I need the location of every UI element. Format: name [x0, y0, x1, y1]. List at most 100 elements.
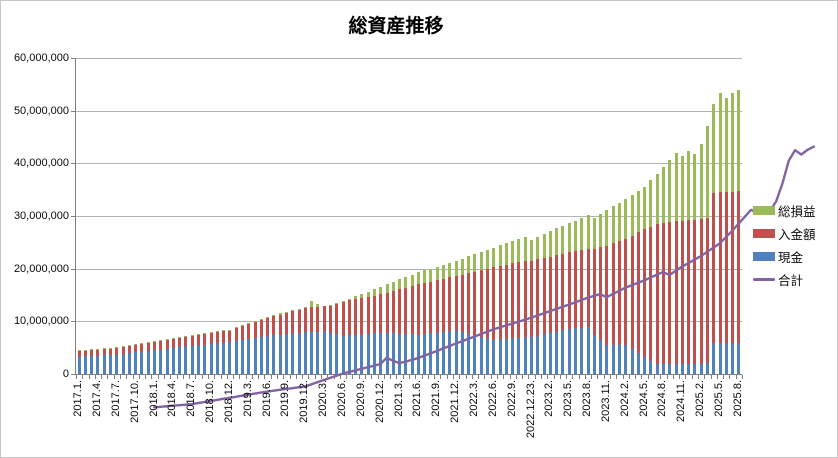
bar-segment-cash [398, 333, 402, 374]
bar-segment-profit [668, 159, 672, 223]
bar-segment-profit [184, 335, 188, 337]
y-axis-tick-label: 40,000,000 [13, 157, 69, 170]
bar-segment-cash [316, 331, 320, 374]
bar-segment-cash [215, 343, 219, 374]
x-tick [340, 375, 341, 379]
bar-segment-cash [297, 333, 301, 374]
x-tick [704, 375, 705, 379]
bar-segment-profit [190, 334, 194, 336]
bar-segment-deposit [567, 252, 571, 329]
bar-segment-profit [567, 223, 571, 253]
x-tick [547, 375, 548, 379]
bar-segment-cash [687, 364, 691, 374]
x-tick [736, 375, 737, 379]
bar-segment-profit [630, 194, 634, 236]
bar-segment-profit [479, 251, 483, 271]
bar-segment-cash [605, 344, 609, 374]
bar-segment-cash [530, 337, 534, 374]
bar-segment-deposit [479, 270, 483, 337]
y-axis-tick-label: 20,000,000 [13, 262, 69, 275]
x-axis-tick-label: 2017.10. [128, 380, 141, 423]
bar-segment-profit [410, 274, 414, 287]
x-tick [610, 375, 611, 379]
x-axis-tick-label: 2018.12. [222, 380, 235, 423]
bar-segment-profit [486, 249, 490, 269]
bar-segment-profit [134, 344, 138, 345]
x-tick [685, 375, 686, 379]
y-axis-tick-label: 60,000,000 [13, 52, 69, 64]
bar-segment-deposit [234, 328, 238, 342]
bar-segment-profit [234, 327, 238, 329]
gridline [76, 321, 742, 322]
bar-segment-deposit [737, 191, 741, 343]
bar-segment-deposit [410, 286, 414, 335]
x-tick [133, 375, 134, 379]
bar-segment-profit [624, 199, 628, 239]
x-axis-tick-label: 2018.1. [147, 380, 160, 417]
bar-segment-deposit [712, 193, 716, 344]
bar-segment-deposit [398, 289, 402, 334]
legend-label-cash: 現金 [778, 251, 804, 265]
gridline [76, 216, 742, 217]
x-axis-tick-label: 2024.2. [618, 380, 631, 417]
x-tick [535, 375, 536, 379]
x-tick [158, 375, 159, 379]
bar-segment-deposit [385, 292, 389, 334]
bar-segment-profit [530, 240, 534, 261]
bar-segment-cash [454, 330, 458, 374]
bar-segment-profit [586, 214, 590, 250]
bar-segment-profit [467, 256, 471, 274]
bar-segment-profit [517, 238, 521, 263]
x-tick [126, 375, 127, 379]
bar-segment-cash [146, 351, 150, 374]
bar-segment-profit [731, 92, 735, 192]
bar-segment-cash [680, 364, 684, 374]
x-tick [541, 375, 542, 379]
bar-segment-deposit [649, 226, 653, 361]
bar-segment-cash [693, 364, 697, 374]
bar-segment-deposit [146, 342, 150, 351]
bar-segment-profit [335, 302, 339, 304]
bar-segment-cash [567, 328, 571, 374]
bar-segment-deposit [486, 268, 490, 339]
bar-segment-deposit [724, 192, 728, 344]
x-tick [202, 375, 203, 379]
y-axis-tick-label: 10,000,000 [13, 315, 69, 328]
x-tick [717, 375, 718, 379]
bar-segment-deposit [592, 248, 596, 335]
x-tick [177, 375, 178, 379]
bar-segment-profit [523, 237, 527, 262]
bar-segment-deposit [253, 321, 257, 339]
bar-segment-cash [486, 338, 490, 374]
bar-segment-profit [171, 337, 175, 339]
bar-segment-deposit [674, 221, 678, 364]
bar-segment-cash [555, 331, 559, 374]
x-tick [151, 375, 152, 379]
y-tick [71, 111, 76, 112]
bar-segment-cash [360, 334, 364, 374]
bar-segment-cash [159, 349, 163, 374]
bar-segment-deposit [335, 303, 339, 335]
bar-segment-profit [649, 180, 653, 227]
bar-segment-deposit [316, 306, 320, 332]
bar-segment-profit [599, 213, 603, 248]
bar-segment-profit [655, 173, 659, 225]
bar-segment-profit [241, 325, 244, 327]
bar-segment-deposit [209, 332, 213, 344]
x-tick [484, 375, 485, 379]
total-line-layer [152, 145, 816, 409]
bar-segment-profit [442, 264, 446, 279]
x-tick [528, 375, 529, 379]
x-tick [711, 375, 712, 379]
bar-segment-deposit [429, 281, 433, 334]
bar-segment-deposit [190, 335, 194, 346]
bar-segment-cash [611, 344, 615, 374]
bar-segment-cash [580, 327, 584, 374]
bar-segment-cash [586, 327, 590, 374]
x-tick [208, 375, 209, 379]
x-axis-tick-label: 2020.6. [336, 380, 349, 417]
bar-segment-deposit [548, 256, 552, 333]
x-tick [497, 375, 498, 379]
bar-segment-deposit [561, 253, 565, 331]
bar-segment-profit [284, 311, 288, 313]
